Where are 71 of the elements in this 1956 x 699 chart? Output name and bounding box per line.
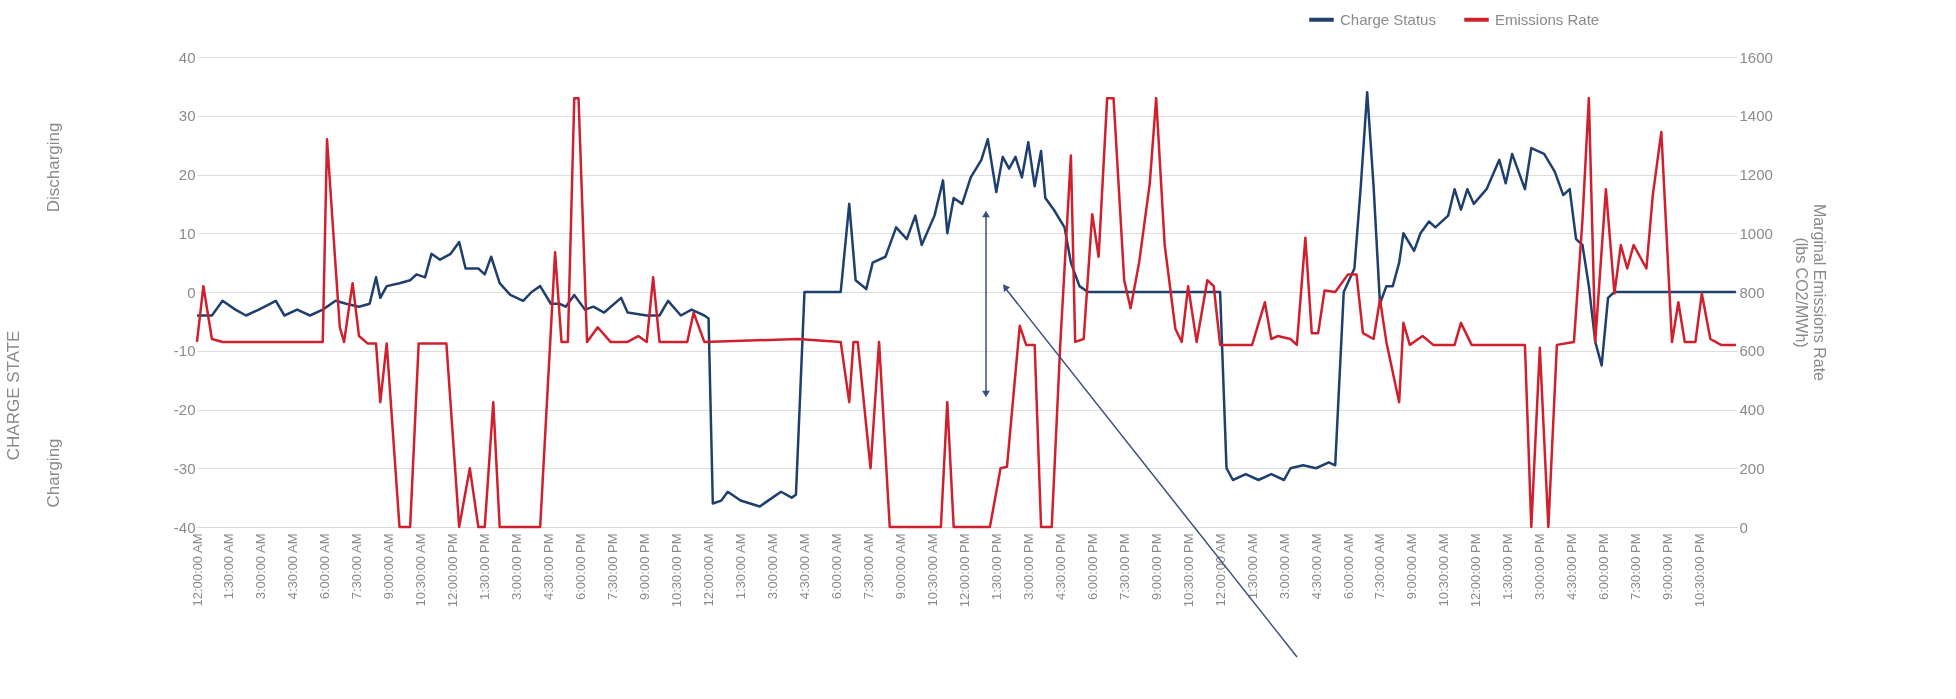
x-tick-label: 7:30:00 PM: [1628, 533, 1644, 600]
x-tick-label: 4:30:00 AM: [796, 533, 812, 600]
y2-tick-label: 1400: [1739, 107, 1773, 125]
y2-tick-label: 800: [1739, 283, 1765, 301]
x-tick-label: 10:30:00 PM: [1692, 533, 1708, 608]
x-tick-label: 9:00:00 AM: [892, 533, 908, 600]
x-tick-label: 3:00:00 PM: [1020, 533, 1036, 600]
y-tick-label: 30: [178, 107, 196, 125]
x-tick-label: 6:00:00 AM: [317, 533, 333, 600]
x-tick-label: 3:00:00 PM: [1532, 533, 1548, 600]
x-tick-label: 3:00:00 AM: [1276, 533, 1292, 600]
y-tick-label: -20: [173, 401, 196, 418]
x-tick-label: 1:30:00 PM: [477, 533, 493, 600]
x-tick-label: 6:00:00 AM: [828, 533, 844, 600]
x-tick-label: 10:30:00 AM: [924, 533, 940, 607]
y-tick-label: 20: [178, 166, 196, 183]
x-tick-label: 1:30:00 AM: [221, 533, 237, 600]
x-tick-label: 1:30:00 AM: [733, 533, 749, 600]
x-tick-label: 12:00:00 AM: [701, 533, 717, 607]
x-tick-label: 10:30:00 PM: [669, 533, 685, 608]
y-tick-label: 40: [178, 48, 196, 66]
x-tick-label: 1:30:00 PM: [1500, 533, 1516, 600]
x-tick-label: 4:30:00 PM: [541, 533, 557, 600]
x-tick-label: 12:00:00 PM: [1468, 533, 1484, 608]
x-tick-label: 7:30:00 AM: [860, 533, 876, 600]
x-tick-label: 4:30:00 PM: [1564, 533, 1580, 600]
x-tick-label: 3:00:00 AM: [765, 533, 780, 600]
x-tick-label: 3:00:00 AM: [253, 533, 269, 600]
y2-tick-label: 1000: [1739, 224, 1773, 242]
legend-label: Charge Status: [1340, 10, 1436, 28]
text: CHARGE STATE: [4, 330, 23, 461]
x-tick-label: 7:30:00 PM: [1116, 533, 1132, 600]
x-tick-label: 10:30:00 AM: [1436, 533, 1452, 607]
text: Charging: [44, 438, 63, 508]
x-tick-label: 7:30:00 PM: [605, 533, 621, 600]
x-tick-label: 4:30:00 AM: [1308, 533, 1324, 600]
x-tick-label: 9:00:00 PM: [1660, 533, 1676, 600]
y2-axis-title: Marginal Emissions Rate (lbs CO2/MWh): [1792, 204, 1828, 382]
x-tick-label: 3:00:00 PM: [509, 533, 525, 600]
y-tick-label: 0: [187, 283, 196, 301]
x-tick-label: 10:30:00 PM: [1180, 533, 1196, 608]
y2-tick-label: 600: [1739, 342, 1765, 360]
x-tick-label: 9:00:00 AM: [381, 533, 397, 600]
x-tick-label: 7:30:00 AM: [349, 533, 365, 600]
y2-tick-label: 1600: [1739, 48, 1773, 66]
y2-tick-label: 0: [1739, 518, 1748, 536]
x-tick-label: 1:30:00 PM: [988, 533, 1004, 600]
legend-label: Emissions Rate: [1495, 10, 1600, 28]
text: Discharging: [44, 122, 63, 213]
x-tick-label: 9:00:00 AM: [1404, 533, 1420, 600]
x-tick-label: 4:30:00 PM: [1052, 533, 1068, 600]
y-tick-label: 10: [178, 224, 196, 242]
y-tick-label: -30: [173, 459, 196, 477]
x-tick-label: 10:30:00 AM: [413, 533, 429, 607]
x-tick-label: 12:00:00 PM: [445, 533, 461, 608]
x-tick-label: 4:30:00 AM: [285, 533, 301, 600]
y-tick-label: -10: [173, 342, 196, 360]
x-tick-label: 6:00:00 PM: [1084, 533, 1100, 600]
x-tick-label: 6:00:00 PM: [573, 533, 589, 600]
x-tick-label: 9:00:00 PM: [637, 533, 653, 600]
y2-tick-label: 1200: [1739, 166, 1773, 183]
y2-tick-label: 200: [1739, 459, 1765, 477]
x-tick-label: 6:00:00 PM: [1596, 533, 1612, 600]
x-tick-label: 1:30:00 AM: [1244, 533, 1260, 600]
y2-tick-label: 400: [1739, 401, 1765, 418]
x-tick-label: 12:00:00 AM: [189, 533, 205, 607]
x-tick-label: 12:00:00 PM: [956, 533, 972, 608]
x-tick-label: 6:00:00 AM: [1340, 533, 1356, 600]
x-tick-label: 7:30:00 AM: [1372, 533, 1388, 600]
x-tick-label: 12:00:00 AM: [1212, 533, 1228, 607]
x-tick-label: 9:00:00 PM: [1148, 533, 1164, 600]
